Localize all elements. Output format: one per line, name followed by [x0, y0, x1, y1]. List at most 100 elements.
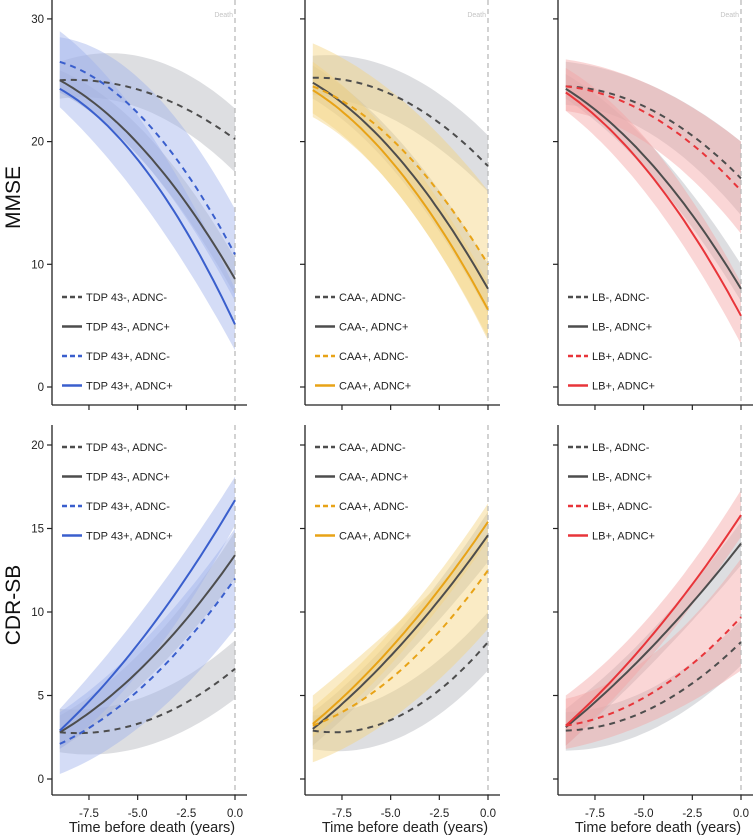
confidence-band: [59, 531, 235, 749]
y-tick-label: 15: [31, 524, 44, 536]
y-tick-label: 20: [31, 137, 44, 149]
y-tick-label: 5: [38, 691, 44, 703]
x-tick-label: -5.0: [381, 808, 401, 820]
series-line-0: [59, 78, 236, 140]
confidence-band: [565, 558, 741, 749]
series-line-2: [565, 616, 742, 727]
series-line-1: [565, 542, 742, 728]
confidence-band: [312, 511, 488, 746]
legend-label: LB-, ADNC-: [592, 442, 650, 454]
legend-label: CAA+, ADNC-: [339, 501, 409, 513]
legend: TDP 43-, ADNC- TDP 43-, ADNC+ TDP 43+, ADN…: [62, 292, 173, 393]
y-tick-label: 30: [31, 14, 44, 26]
series-line-0: [312, 641, 489, 734]
x-tick-label: -2.5: [429, 808, 449, 820]
y-axis-label: CDR-SB: [2, 565, 25, 646]
legend-label: LB+, ADNC-: [592, 351, 653, 363]
legend: CAA-, ADNC- CAA-, ADNC+ CAA+, ADNC- CAA+, A…: [315, 292, 411, 393]
death-label: Death: [214, 12, 233, 19]
legend-label: LB-, ADNC-: [592, 292, 650, 304]
confidence-band: [312, 61, 488, 341]
legend-label: TDP 43+, ADNC+: [86, 531, 173, 543]
legend-label: CAA-, ADNC+: [339, 472, 408, 484]
legend-label: TDP 43-, ADNC+: [86, 322, 170, 334]
panel-0-2: Death LB-, ADNC- LB-, ADNC+ LB+, ADNC- LB+, …: [553, 0, 753, 410]
confidence-band: [59, 528, 235, 774]
confidence-band: [312, 612, 488, 752]
legend: TDP 43-, ADNC- TDP 43-, ADNC+ TDP 43+, ADN…: [62, 442, 173, 543]
series-line-3: [312, 89, 489, 311]
confidence-band: [565, 59, 741, 234]
legend-label: CAA+, ADNC+: [339, 531, 411, 543]
y-tick-label: 0: [38, 382, 44, 394]
confidence-band: [312, 65, 488, 314]
legend-label: TDP 43-, ADNC+: [86, 472, 170, 484]
series-line-0: [59, 668, 236, 735]
series-line-2: [565, 85, 742, 192]
x-tick-label: -2.5: [682, 808, 702, 820]
y-tick-label: 10: [31, 607, 44, 619]
x-tick-label: -7.5: [585, 808, 605, 820]
y-axis-label: MMSE: [2, 166, 25, 229]
series-line-1: [59, 554, 236, 734]
x-axis-label: Time before death (years): [69, 820, 235, 836]
confidence-band: [312, 43, 488, 338]
x-tick-label: -7.5: [79, 808, 99, 820]
y-tick-label: 10: [31, 259, 44, 271]
legend-label: TDP 43-, ADNC-: [86, 292, 167, 304]
series-line-2: [312, 569, 489, 727]
series-line-1: [312, 81, 489, 290]
legend-label: LB-, ADNC+: [592, 472, 652, 484]
y-tick-label: 0: [38, 774, 44, 786]
series-line-3: [312, 521, 489, 725]
series-line-3: [565, 91, 742, 317]
x-tick-label: 0.0: [480, 808, 496, 820]
x-axis-label: Time before death (years): [322, 820, 488, 836]
confidence-band: [312, 503, 488, 738]
confidence-band: [312, 55, 488, 192]
legend-label: CAA+, ADNC-: [339, 351, 409, 363]
legend-label: LB-, ADNC+: [592, 322, 652, 334]
series-line-0: [312, 76, 489, 167]
series-line-1: [312, 534, 489, 730]
confidence-band: [565, 74, 741, 302]
series-line-1: [565, 87, 742, 290]
death-label: Death: [467, 12, 486, 19]
panel-0-0: Death 0 10 20 30 TDP 43-, ADNC- TDP 43-, ADNC+…: [31, 0, 247, 410]
confidence-band: [59, 37, 235, 302]
series-line-2: [59, 578, 236, 745]
series-line-1: [59, 79, 236, 280]
legend-label: TDP 43+, ADNC+: [86, 381, 173, 393]
legend-label: LB+, ADNC+: [592, 381, 655, 393]
confidence-band: [59, 640, 235, 755]
legend-label: LB+, ADNC-: [592, 501, 653, 513]
legend-label: TDP 43-, ADNC-: [86, 442, 167, 454]
confidence-band: [565, 61, 741, 216]
confidence-band: [565, 620, 741, 751]
series-line-3: [59, 499, 236, 732]
x-tick-label: -5.0: [128, 808, 148, 820]
x-tick-label: -5.0: [634, 808, 654, 820]
series-line-0: [565, 85, 742, 180]
legend: LB-, ADNC- LB-, ADNC+ LB+, ADNC- LB+, ADNC+: [568, 292, 655, 393]
series-line-0: [565, 641, 742, 732]
series-line-2: [312, 85, 489, 265]
confidence-band: [59, 70, 235, 296]
legend-label: CAA-, ADNC-: [339, 292, 406, 304]
legend-label: TDP 43+, ADNC-: [86, 501, 170, 513]
legend-label: LB+, ADNC+: [592, 531, 655, 543]
confidence-band: [565, 68, 741, 345]
legend-label: CAA-, ADNC+: [339, 322, 408, 334]
legend-label: CAA-, ADNC-: [339, 442, 406, 454]
x-axis-label: Time before death (years): [575, 820, 741, 836]
legend-label: CAA+, ADNC+: [339, 381, 411, 393]
series-line-3: [565, 514, 742, 727]
legend: LB-, ADNC- LB-, ADNC+ LB+, ADNC- LB+, ADNC+: [568, 442, 655, 543]
legend: CAA-, ADNC- CAA-, ADNC+ CAA+, ADNC- CAA+, A…: [315, 442, 411, 543]
x-tick-label: 0.0: [227, 808, 243, 820]
